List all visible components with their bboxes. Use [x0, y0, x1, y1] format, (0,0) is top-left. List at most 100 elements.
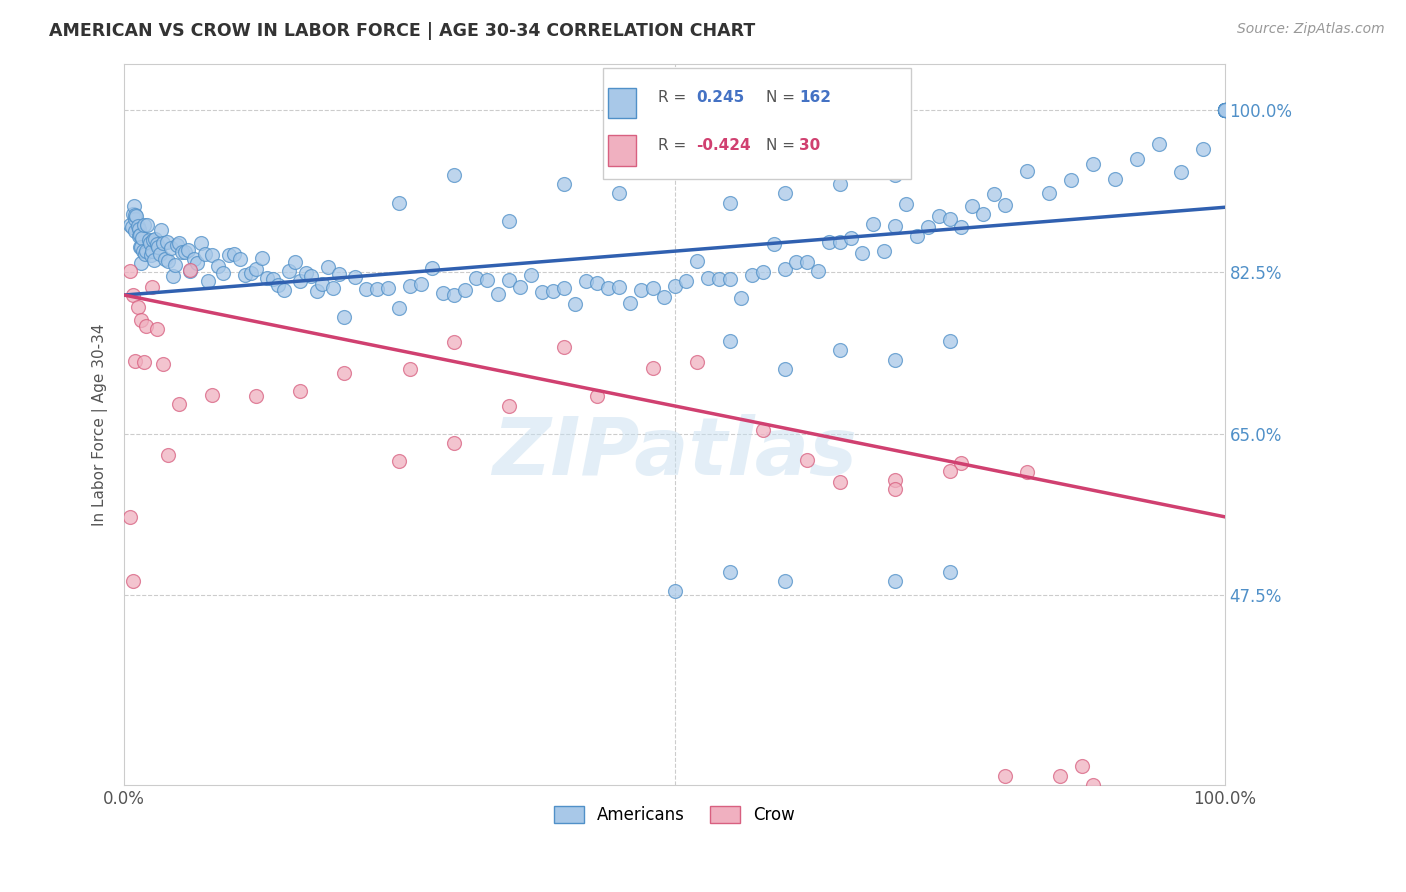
Point	[212, 266, 235, 280]
Text: ZIPatlas: ZIPatlas	[492, 414, 858, 492]
Point	[1015, 163, 1038, 178]
Point	[152, 236, 174, 251]
Point	[454, 283, 477, 297]
Text: N =: N =	[766, 138, 794, 153]
Point	[520, 268, 543, 282]
Point	[685, 254, 707, 268]
Point	[1213, 103, 1236, 118]
Point	[156, 235, 179, 249]
Point	[197, 274, 219, 288]
Point	[121, 220, 143, 235]
Point	[994, 768, 1017, 782]
Point	[905, 228, 928, 243]
Point	[1213, 103, 1236, 118]
Point	[201, 247, 224, 261]
Point	[575, 274, 598, 288]
Point	[488, 286, 510, 301]
Point	[118, 218, 141, 232]
Point	[960, 198, 983, 212]
Point	[173, 244, 195, 259]
Point	[696, 271, 718, 285]
Point	[179, 264, 201, 278]
Point	[664, 583, 686, 598]
Point	[177, 244, 200, 258]
Point	[1049, 768, 1071, 782]
Point	[388, 454, 411, 468]
Text: N =: N =	[766, 90, 794, 105]
Point	[741, 268, 763, 282]
Point	[322, 281, 344, 295]
Point	[883, 219, 905, 233]
Point	[127, 300, 149, 314]
Point	[553, 177, 575, 191]
Text: R =: R =	[658, 138, 686, 153]
Point	[828, 235, 851, 250]
Point	[134, 247, 156, 261]
Point	[1213, 103, 1236, 118]
Point	[316, 260, 339, 274]
Point	[290, 384, 312, 398]
Point	[146, 237, 169, 252]
Point	[938, 464, 960, 478]
Point	[1104, 172, 1126, 186]
Point	[949, 220, 972, 235]
Point	[366, 282, 388, 296]
Point	[163, 259, 186, 273]
Point	[828, 343, 851, 358]
Point	[641, 361, 664, 376]
Point	[194, 247, 217, 261]
Point	[664, 278, 686, 293]
Point	[169, 235, 191, 250]
Point	[207, 259, 229, 273]
Point	[162, 269, 184, 284]
Point	[531, 285, 554, 299]
Point	[718, 195, 741, 210]
FancyBboxPatch shape	[603, 68, 911, 179]
Point	[290, 274, 312, 288]
Point	[1213, 103, 1236, 118]
Point	[148, 239, 170, 253]
Point	[498, 214, 520, 228]
Point	[762, 236, 785, 251]
Point	[938, 212, 960, 227]
Point	[245, 262, 267, 277]
Point	[190, 235, 212, 250]
Point	[1191, 142, 1213, 156]
Point	[553, 340, 575, 354]
Point	[718, 334, 741, 349]
Point	[817, 235, 839, 249]
Point	[851, 246, 873, 260]
Point	[422, 260, 444, 275]
Point	[122, 288, 145, 302]
Point	[128, 239, 150, 253]
Point	[128, 222, 150, 236]
Point	[148, 246, 170, 260]
Point	[135, 319, 157, 334]
Point	[299, 269, 322, 284]
Point	[785, 255, 807, 269]
Point	[152, 357, 174, 371]
Text: -0.424: -0.424	[696, 138, 751, 153]
Point	[135, 244, 157, 258]
Point	[157, 253, 180, 268]
Point	[443, 168, 465, 182]
Point	[153, 252, 176, 266]
Text: AMERICAN VS CROW IN LABOR FORCE | AGE 30-34 CORRELATION CHART: AMERICAN VS CROW IN LABOR FORCE | AGE 30…	[49, 22, 755, 40]
Point	[609, 279, 631, 293]
Point	[1213, 103, 1236, 118]
Point	[598, 280, 620, 294]
Point	[128, 228, 150, 243]
Point	[675, 274, 697, 288]
Point	[250, 252, 273, 266]
Point	[1213, 103, 1236, 118]
Point	[125, 210, 148, 224]
Point	[630, 284, 652, 298]
Point	[543, 285, 565, 299]
Point	[1213, 103, 1236, 118]
Point	[256, 271, 278, 285]
Point	[751, 265, 773, 279]
Point	[411, 277, 433, 291]
Point	[132, 218, 155, 232]
Text: 162: 162	[799, 90, 831, 105]
Point	[1213, 103, 1236, 118]
